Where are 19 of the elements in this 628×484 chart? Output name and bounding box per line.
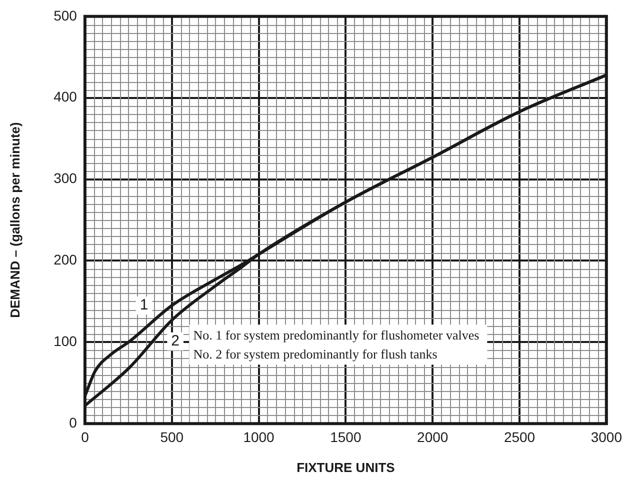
x-axis-title: FIXTURE UNITS <box>296 460 396 475</box>
y-tick-label: 100 <box>54 333 78 350</box>
y-tick-label: 300 <box>54 170 78 186</box>
y-tick-label: 200 <box>54 252 78 268</box>
x-tick-label: 3000 <box>590 428 622 445</box>
y-tick-label: 500 <box>54 7 78 24</box>
x-tick-label: 500 <box>160 428 184 445</box>
annotation: No. 1 for system predominantly for flushometer valves <box>193 328 480 343</box>
y-axis-title: DEMAND – (gallons per minute) <box>7 122 22 318</box>
annotation: No. 2 for system predominantly for flush tanks <box>193 346 438 362</box>
x-tick-label: 1500 <box>330 428 362 445</box>
x-tick-label: 2000 <box>417 428 448 445</box>
x-tick-label: 2500 <box>504 428 536 445</box>
annotation: 2 <box>171 332 180 350</box>
y-tick-label: 400 <box>54 88 78 105</box>
annotation: 1 <box>140 296 148 314</box>
x-tick-label: 1000 <box>243 428 275 445</box>
x-tick-label: 0 <box>81 428 90 445</box>
y-tick-label: 0 <box>69 414 78 430</box>
